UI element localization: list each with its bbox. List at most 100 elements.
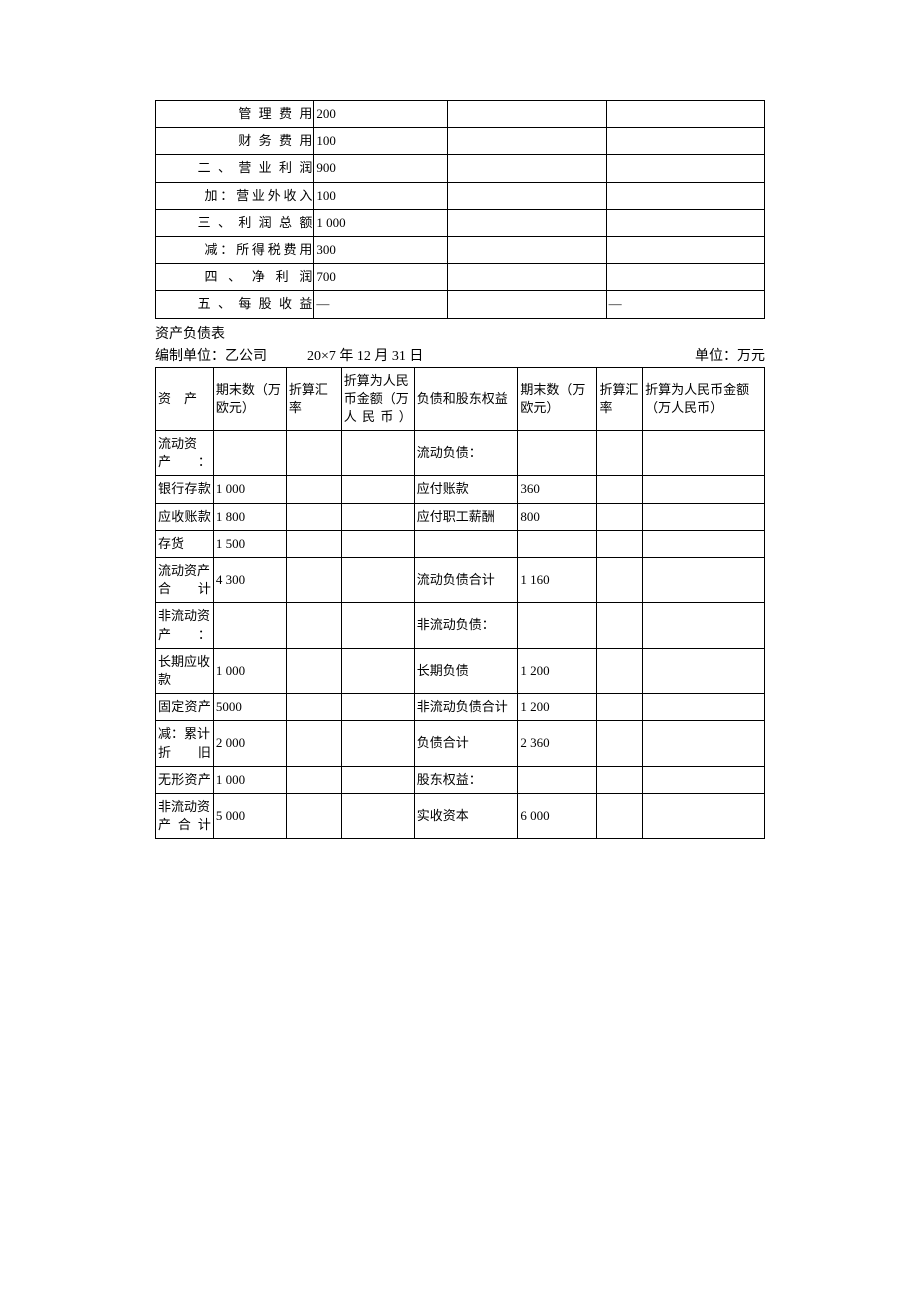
table-row: 五、每股收益 — — <box>156 291 765 318</box>
income-statement-table: 管理费用 200 财务费用 100 二、营业利润 900 加：营业外收入 100… <box>155 100 765 319</box>
header-assets: 资 产 <box>156 367 214 431</box>
liab-rmb <box>643 766 765 793</box>
liab-rmb <box>643 721 765 766</box>
row-label: 财务费用 <box>156 128 314 155</box>
asset-rmb <box>341 648 414 693</box>
asset-label: 存货 <box>156 530 214 557</box>
asset-rmb <box>341 766 414 793</box>
liab-rate <box>597 530 643 557</box>
liab-label: 应付职工薪酬 <box>414 503 518 530</box>
asset-rmb <box>341 530 414 557</box>
liab-label: 负债合计 <box>414 721 518 766</box>
table-row: 减：所得税费用 300 <box>156 236 765 263</box>
liab-rate <box>597 603 643 648</box>
table-header-row: 资 产 期末数（万欧元） 折算汇率 折算为人民币金额（万人民币） 负债和股东权益… <box>156 367 765 431</box>
asset-rate <box>286 793 341 838</box>
liab-label: 流动负债合计 <box>414 558 518 603</box>
asset-rmb <box>341 431 414 476</box>
liab-rmb <box>643 476 765 503</box>
row-cell: — <box>606 291 764 318</box>
row-cell <box>606 101 764 128</box>
table-row: 固定资产 5000 非流动负债合计 1 200 <box>156 694 765 721</box>
asset-rmb <box>341 503 414 530</box>
asset-rate <box>286 766 341 793</box>
liab-rate <box>597 793 643 838</box>
liab-rate <box>597 721 643 766</box>
report-date: 20×7 年 12 月 31 日 <box>267 345 695 365</box>
row-value: 300 <box>314 236 448 263</box>
asset-label: 减：累计折旧 <box>156 721 214 766</box>
row-cell <box>606 236 764 263</box>
liab-label: 流动负债： <box>414 431 518 476</box>
asset-rate <box>286 558 341 603</box>
table-row: 长期应收款 1 000 长期负债 1 200 <box>156 648 765 693</box>
asset-rate <box>286 648 341 693</box>
liab-value: 6 000 <box>518 793 597 838</box>
asset-label: 应收账款 <box>156 503 214 530</box>
row-cell <box>448 209 606 236</box>
liab-value: 800 <box>518 503 597 530</box>
liab-value <box>518 603 597 648</box>
balance-sheet-table: 资 产 期末数（万欧元） 折算汇率 折算为人民币金额（万人民币） 负债和股东权益… <box>155 367 765 840</box>
table-row: 减：累计折旧 2 000 负债合计 2 360 <box>156 721 765 766</box>
row-label: 四、净利润 <box>156 264 314 291</box>
table-row: 无形资产 1 000 股东权益： <box>156 766 765 793</box>
asset-value <box>213 431 286 476</box>
liab-rmb <box>643 793 765 838</box>
asset-value: 2 000 <box>213 721 286 766</box>
header-rmb-left: 折算为人民币金额（万人民币） <box>341 367 414 431</box>
asset-rmb <box>341 721 414 766</box>
liab-rmb <box>643 431 765 476</box>
liab-label: 长期负债 <box>414 648 518 693</box>
row-value: 700 <box>314 264 448 291</box>
table-row: 四、净利润 700 <box>156 264 765 291</box>
liab-rmb <box>643 503 765 530</box>
row-label: 五、每股收益 <box>156 291 314 318</box>
liab-rmb <box>643 603 765 648</box>
liab-rmb <box>643 694 765 721</box>
liab-label <box>414 530 518 557</box>
asset-label: 非流动资产： <box>156 603 214 648</box>
row-cell <box>606 264 764 291</box>
liab-rmb <box>643 558 765 603</box>
row-label: 三、利润总额 <box>156 209 314 236</box>
liab-rate <box>597 694 643 721</box>
row-cell <box>448 128 606 155</box>
asset-value: 5000 <box>213 694 286 721</box>
income-statement-body: 管理费用 200 财务费用 100 二、营业利润 900 加：营业外收入 100… <box>156 101 765 319</box>
asset-rmb <box>341 476 414 503</box>
table-row: 流动资产： 流动负债： <box>156 431 765 476</box>
liab-value: 360 <box>518 476 597 503</box>
liab-label: 股东权益： <box>414 766 518 793</box>
asset-label: 长期应收款 <box>156 648 214 693</box>
row-cell <box>448 155 606 182</box>
asset-value: 1 800 <box>213 503 286 530</box>
row-value: 100 <box>314 182 448 209</box>
liab-value: 1 160 <box>518 558 597 603</box>
liab-label: 实收资本 <box>414 793 518 838</box>
liab-rate <box>597 476 643 503</box>
unit-label: 单位：万元 <box>695 345 765 365</box>
liab-rate <box>597 766 643 793</box>
asset-rmb <box>341 558 414 603</box>
balance-sheet-title: 资产负债表 <box>155 323 765 343</box>
table-row: 存货 1 500 <box>156 530 765 557</box>
row-label: 减：所得税费用 <box>156 236 314 263</box>
header-ending-eur-left: 期末数（万欧元） <box>213 367 286 431</box>
table-row: 二、营业利润 900 <box>156 155 765 182</box>
table-row: 三、利润总额 1 000 <box>156 209 765 236</box>
table-row: 应收账款 1 800 应付职工薪酬 800 <box>156 503 765 530</box>
liab-value: 2 360 <box>518 721 597 766</box>
row-cell <box>606 155 764 182</box>
asset-rmb <box>341 603 414 648</box>
asset-label: 银行存款 <box>156 476 214 503</box>
balance-sheet-subtitle: 编制单位：乙公司 20×7 年 12 月 31 日 单位：万元 <box>155 345 765 365</box>
liab-rate <box>597 431 643 476</box>
row-cell <box>448 291 606 318</box>
row-value: — <box>314 291 448 318</box>
liab-rate <box>597 503 643 530</box>
liab-rate <box>597 648 643 693</box>
asset-label: 固定资产 <box>156 694 214 721</box>
asset-label: 非流动资产合计 <box>156 793 214 838</box>
liab-label: 非流动负债： <box>414 603 518 648</box>
